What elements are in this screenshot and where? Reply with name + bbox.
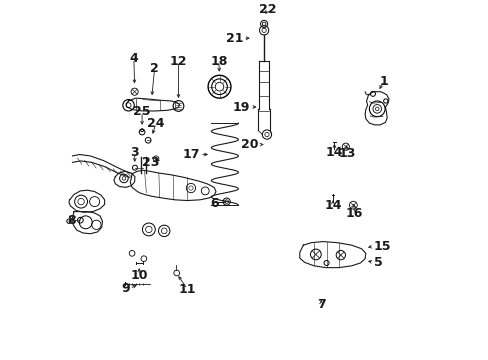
- Text: 16: 16: [345, 207, 363, 220]
- Text: 17: 17: [182, 148, 200, 161]
- Text: 7: 7: [316, 298, 325, 311]
- Text: 1: 1: [379, 75, 387, 87]
- Text: 5: 5: [373, 256, 382, 269]
- Text: 24: 24: [147, 117, 164, 130]
- Text: 13: 13: [338, 147, 356, 159]
- Text: 18: 18: [210, 55, 227, 68]
- Text: 19: 19: [232, 100, 250, 113]
- Text: 25: 25: [133, 105, 150, 118]
- Text: 6: 6: [210, 197, 218, 210]
- Text: 11: 11: [178, 283, 196, 296]
- Text: 3: 3: [130, 146, 139, 159]
- Text: 23: 23: [142, 156, 159, 169]
- Text: 15: 15: [373, 240, 390, 253]
- Text: 14: 14: [324, 199, 341, 212]
- Text: 10: 10: [130, 269, 148, 282]
- Text: 4: 4: [129, 52, 138, 65]
- Text: 12: 12: [169, 55, 187, 68]
- Text: 22: 22: [259, 3, 276, 16]
- Text: 20: 20: [241, 138, 258, 151]
- Text: 9: 9: [121, 282, 129, 295]
- Text: 21: 21: [225, 32, 243, 45]
- Text: 8: 8: [67, 214, 76, 227]
- Text: 2: 2: [150, 62, 159, 75]
- Text: 14: 14: [325, 146, 343, 159]
